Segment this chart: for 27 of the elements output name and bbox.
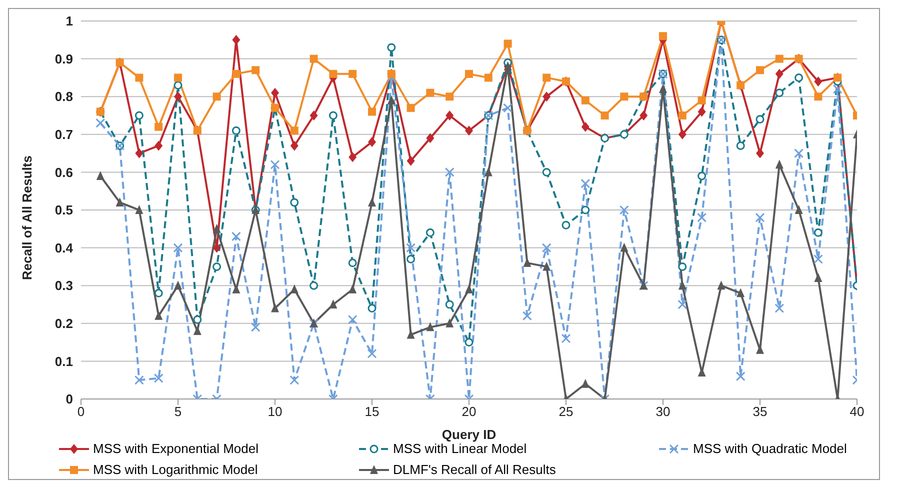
x-tick-label: 30: [656, 404, 670, 420]
x-tick-label: 15: [364, 404, 380, 420]
y-tick-label: 0.9: [54, 51, 73, 66]
x-tick-label: 35: [752, 404, 768, 420]
legend-label: MSS with Linear Model: [393, 441, 527, 456]
y-tick-label: 0.6: [54, 164, 73, 180]
legend-label: MSS with Logarithmic Model: [93, 462, 258, 477]
x-tick-label: 20: [462, 404, 476, 420]
y-tick-label: 0.4: [54, 240, 74, 256]
x-tick-label: 40: [850, 404, 864, 420]
y-axis-title: Recall of All Results: [20, 156, 35, 280]
y-tick-label: 0.7: [54, 127, 73, 142]
y-tick-label: 0.5: [54, 202, 73, 218]
legend-label: MSS with Exponential Model: [93, 441, 258, 456]
y-tick-label: 0: [66, 392, 73, 407]
x-tick-label: 5: [174, 404, 182, 420]
x-tick-label: 25: [558, 404, 574, 420]
legend-label: MSS with Quadratic Model: [693, 441, 847, 456]
y-tick-label: 0.1: [54, 354, 73, 369]
y-tick-label: 1: [66, 14, 73, 29]
x-axis-title: Query ID: [442, 427, 496, 442]
y-tick-label: 0.3: [54, 278, 73, 294]
legend-label: DLMF's Recall of All Results: [393, 462, 556, 477]
y-tick-label: 0.2: [54, 316, 73, 332]
y-tick-label: 0.8: [54, 89, 73, 104]
x-tick-label: 0: [77, 404, 85, 420]
x-tick-label: 10: [268, 404, 282, 420]
